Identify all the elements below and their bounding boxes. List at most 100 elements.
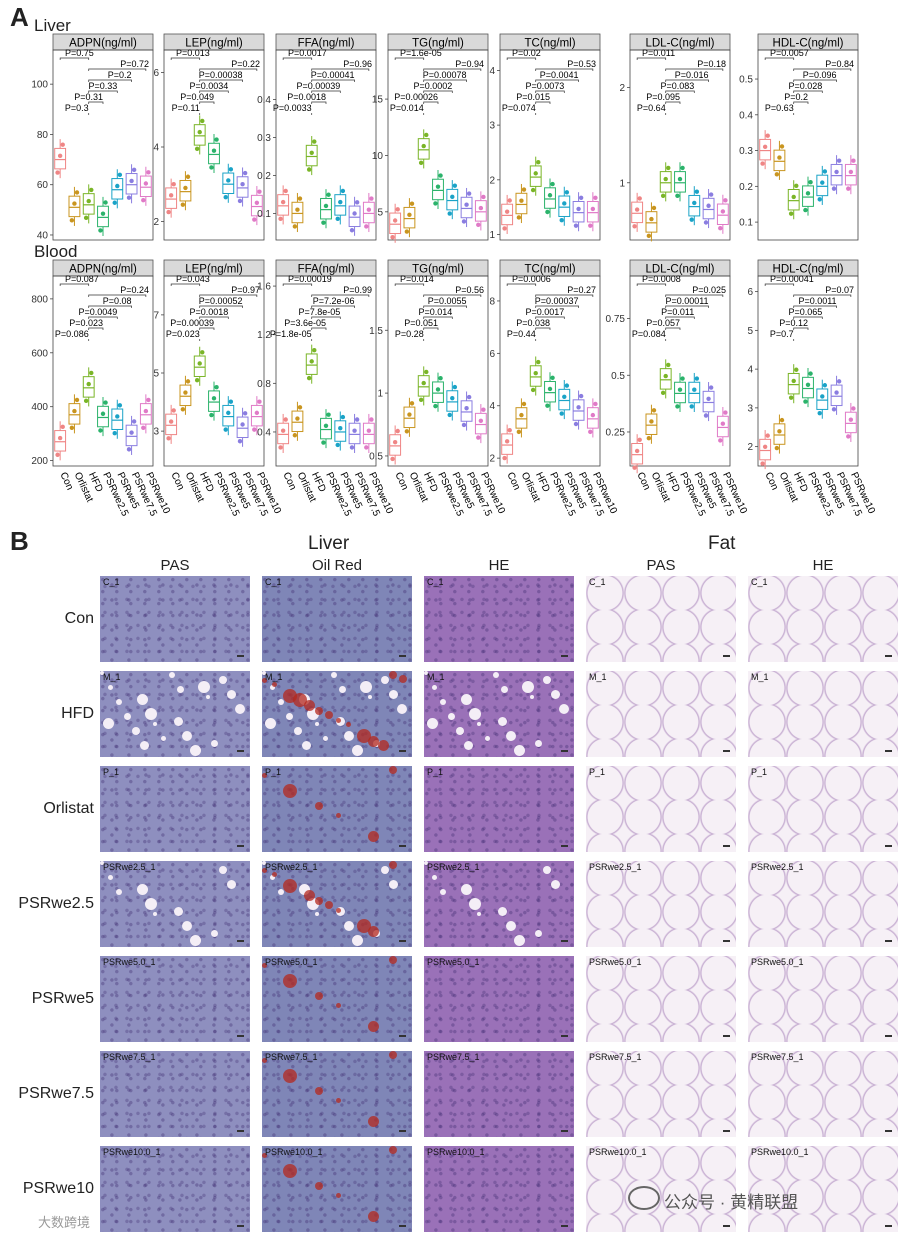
- box-point: [637, 437, 642, 442]
- box-PSRwe7.5: [830, 375, 843, 415]
- box-point: [578, 195, 584, 200]
- box-PSRwe2.5: [802, 368, 814, 408]
- oil-red-stain: [315, 897, 323, 905]
- tile-tag: M_1: [589, 672, 607, 682]
- pvalue-label: P=0.096: [803, 70, 837, 80]
- pvalue-bracket: [535, 316, 565, 319]
- box-point: [547, 386, 553, 392]
- scale-bar: [561, 655, 568, 657]
- box-point: [533, 171, 538, 176]
- box-PSRwe2.5: [674, 162, 686, 202]
- box-point: [166, 209, 171, 215]
- tile-tag: C_1: [751, 577, 768, 587]
- box-point: [530, 187, 536, 193]
- box-point: [433, 403, 438, 409]
- box-point: [306, 375, 312, 381]
- y-tick-label: 4: [489, 401, 495, 412]
- box-point: [590, 412, 596, 418]
- lipid-vacuole: [440, 699, 446, 705]
- histology-tile: P_1: [748, 766, 898, 852]
- panel-title: TG(ng/ml): [412, 38, 464, 50]
- box-HFD: [193, 346, 206, 386]
- pvalue-label: P=0.095: [646, 92, 680, 102]
- box-point: [504, 209, 510, 214]
- box-body: [68, 403, 81, 425]
- box-point: [694, 376, 700, 381]
- box-point: [86, 198, 91, 204]
- box-point: [447, 211, 452, 216]
- lipid-vacuole: [381, 866, 389, 874]
- box-point: [516, 215, 522, 220]
- pvalue-label: P=0.0017: [288, 48, 327, 58]
- box-point: [703, 413, 709, 418]
- histology-tile: PSRwe10.0_1: [748, 1146, 898, 1232]
- lipid-vacuole: [286, 713, 293, 720]
- pvalue-bracket: [394, 283, 425, 286]
- box-point: [590, 206, 596, 212]
- box-point: [103, 200, 108, 205]
- watermark-right: 公众号 · 黄精联盟: [664, 1193, 799, 1212]
- box-body: [362, 201, 375, 224]
- pvalue-label: P=0.63: [765, 103, 794, 113]
- lipid-vacuole: [530, 695, 534, 699]
- box-point: [760, 461, 765, 466]
- histology-tile: M_1: [424, 671, 574, 757]
- box-point: [777, 429, 782, 434]
- box-body: [403, 206, 416, 229]
- lipid-vacuole: [145, 898, 157, 910]
- panel-title: LDL-C(ng/ml): [645, 38, 714, 50]
- box-point: [550, 375, 555, 380]
- box-body: [844, 163, 857, 186]
- box-point: [72, 408, 77, 414]
- pvalue-bracket: [764, 57, 795, 60]
- oil-red-stain: [368, 736, 379, 747]
- box-body: [250, 194, 263, 217]
- histology-tile: PSRwe10.0_1: [262, 1146, 412, 1232]
- y-tick-label: 2: [489, 175, 495, 186]
- box-point: [559, 217, 564, 223]
- pvalue-label: P=0.64: [637, 103, 666, 113]
- lipid-vacuole: [315, 722, 319, 726]
- box-point: [103, 400, 108, 405]
- oil-red-stain: [315, 1182, 323, 1190]
- box-point: [720, 421, 726, 426]
- y-tick-label: 100: [31, 80, 48, 91]
- box-Orlistat: [291, 192, 304, 233]
- box-body: [125, 173, 138, 195]
- box-point: [168, 193, 174, 198]
- box-point: [649, 419, 654, 424]
- lipid-vacuole: [182, 921, 192, 931]
- box-point: [803, 207, 808, 213]
- box-point: [242, 170, 248, 176]
- box-body: [631, 442, 644, 465]
- pvalue-bracket: [764, 283, 795, 286]
- box-HFD: [82, 184, 95, 224]
- box-point: [141, 198, 146, 203]
- lipid-vacuole: [100, 671, 104, 675]
- lipid-vacuole: [103, 718, 114, 729]
- box-point: [57, 435, 63, 441]
- box-PSRwe5: [816, 165, 829, 205]
- lipid-vacuole: [461, 884, 472, 895]
- lipid-vacuole: [211, 740, 218, 747]
- pvalue-label: P=0.18: [697, 59, 726, 69]
- pvalue-bracket: [88, 327, 104, 330]
- box-body: [659, 171, 672, 193]
- plot-frame: [757, 49, 859, 241]
- box-body: [674, 381, 686, 404]
- y-tick-label: 0.4: [257, 427, 271, 438]
- y-tick-label: 3: [489, 121, 495, 132]
- box-point: [295, 207, 300, 212]
- y-tick-label: 800: [31, 294, 48, 305]
- lipid-vacuole: [456, 727, 464, 735]
- y-tick-label: 600: [31, 348, 48, 359]
- pvalue-label: P=0.00037: [535, 296, 579, 306]
- oil-red-stain: [315, 802, 323, 810]
- pvalue-bracket: [311, 327, 327, 330]
- box-point: [817, 410, 822, 416]
- y-tick-label: 0.1: [739, 218, 753, 229]
- oil-red-stain: [262, 1153, 267, 1158]
- pvalue-bracket: [394, 57, 425, 60]
- tile-tag: PSRwe7.5_1: [103, 1052, 156, 1062]
- box-Orlistat: [515, 183, 528, 224]
